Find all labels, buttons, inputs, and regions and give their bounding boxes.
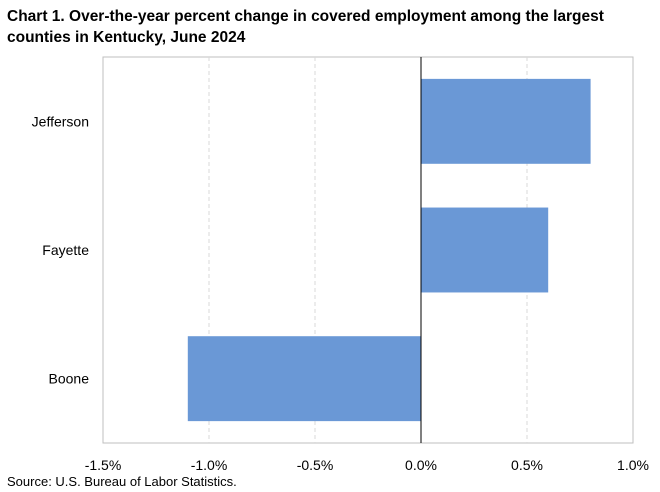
bars [187,78,591,422]
bar-boone [187,336,421,422]
source-note: Source: U.S. Bureau of Labor Statistics. [7,474,237,489]
category-label-boone: Boone [49,371,90,387]
x-tick-label: -0.5% [297,457,334,473]
category-label-fayette: Fayette [42,242,89,258]
x-tick-label: 0.0% [405,457,437,473]
plot-border [102,56,634,444]
x-tick-label: 1.0% [617,457,649,473]
category-labels: Jefferson Fayette Boone [32,113,90,386]
x-tick-label: 0.5% [511,457,543,473]
bar-fayette [421,207,549,293]
x-tick-label: -1.0% [191,457,228,473]
bar-jefferson [421,78,591,164]
category-label-jefferson: Jefferson [32,113,89,129]
chart-title: Chart 1. Over-the-year percent change in… [7,8,604,46]
x-tick-labels: -1.5% -1.0% -0.5% 0.0% 0.5% 1.0% [85,457,649,473]
x-tick-label: -1.5% [85,457,122,473]
